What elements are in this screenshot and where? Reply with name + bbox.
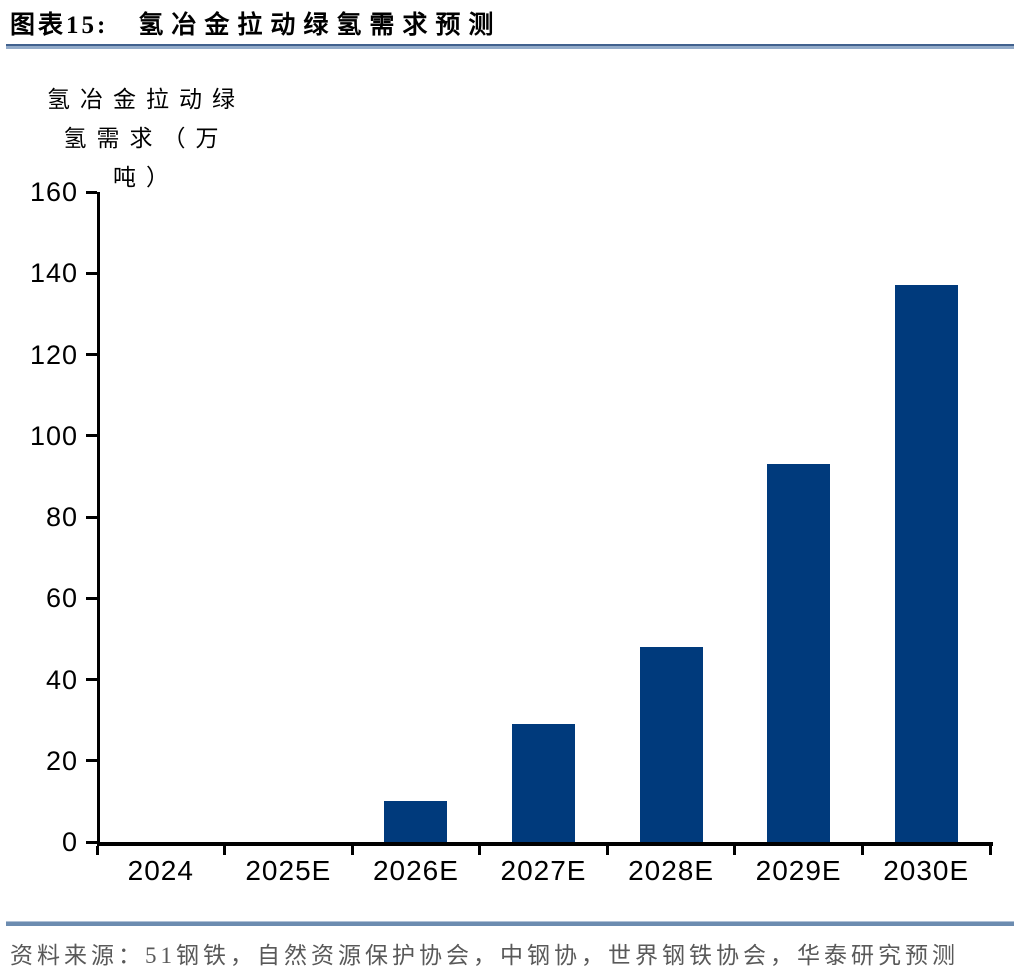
x-tick-mark	[478, 846, 482, 855]
y-axis-title: 氢冶金拉动绿 氢需求（万 吨）	[36, 80, 256, 197]
y-tick-mark	[86, 596, 97, 600]
y-tick-label: 80	[45, 502, 78, 532]
y-axis-title-line: 氢冶金拉动绿	[47, 87, 245, 112]
bar-2030E	[894, 285, 958, 842]
x-axis-label: 2030E	[883, 855, 970, 886]
y-tick-label: 140	[29, 258, 78, 289]
x-axis-label: 2024	[127, 855, 194, 886]
y-tick-mark	[86, 678, 97, 681]
y-tick-mark	[86, 759, 97, 763]
bar-2028E	[639, 647, 703, 842]
y-tick-label: 60	[45, 583, 78, 614]
figure-number-label: 图表15:	[10, 12, 109, 39]
x-axis-label: 2025E	[245, 855, 332, 886]
x-tick-mark	[860, 846, 864, 855]
x-axis-label: 2026E	[372, 855, 459, 886]
x-axis-label: 2027E	[500, 855, 587, 886]
y-tick-mark	[86, 515, 97, 519]
source-divider-rule	[6, 921, 1014, 926]
y-tick-mark	[86, 353, 97, 356]
y-axis-title-line: 氢需求（万	[63, 126, 229, 151]
y-tick-mark	[86, 190, 97, 194]
plot-area	[97, 192, 993, 846]
x-tick-mark	[988, 846, 992, 855]
y-axis-title-line: 吨）	[113, 165, 179, 190]
y-tick-label: 0	[61, 827, 78, 857]
source-attribution: 资料来源：51钢铁，自然资源保护协会，中钢协，世界钢铁协会，华泰研究预测	[10, 943, 959, 968]
x-tick-mark	[95, 846, 99, 855]
y-tick-mark	[86, 434, 97, 438]
figure-header: 图表15: 氢冶金拉动绿氢需求预测	[10, 5, 501, 41]
y-tick-mark	[86, 840, 97, 844]
title-divider-rule	[6, 44, 1014, 49]
x-axis-label: 2029E	[755, 855, 842, 886]
bar-2029E	[767, 464, 831, 842]
y-tick-label: 40	[45, 664, 78, 695]
x-tick-mark	[223, 846, 227, 855]
bar-2027E	[512, 724, 575, 842]
y-tick-label: 100	[29, 420, 78, 451]
x-tick-mark	[350, 846, 354, 855]
y-tick-label: 20	[45, 745, 78, 776]
y-tick-label: 160	[29, 177, 78, 207]
x-tick-mark	[733, 846, 737, 855]
x-tick-mark	[605, 846, 609, 855]
y-tick-label: 120	[29, 339, 78, 370]
bar-2026E	[384, 801, 448, 842]
figure-title: 氢冶金拉动绿氢需求预测	[138, 12, 502, 39]
x-axis-label: 2028E	[628, 855, 715, 886]
y-tick-mark	[86, 271, 97, 275]
